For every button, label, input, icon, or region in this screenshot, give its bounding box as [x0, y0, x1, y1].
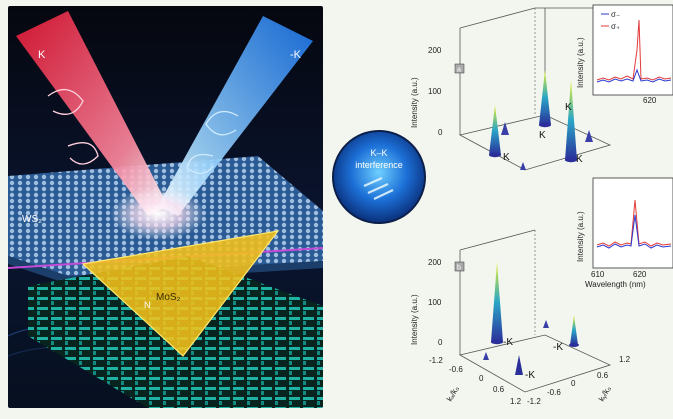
inset-bottom-x-tick: 620 — [633, 270, 647, 279]
inset-top-legend: σ₋ — [611, 10, 620, 19]
interference-title-line1: K–K — [370, 148, 387, 158]
plot-top-peak-label: K — [503, 152, 510, 163]
plot-top: a 200 100 0 Intensity (a.u.) K K K K — [410, 7, 673, 171]
plot-bottom-y-tick: 1.2 — [619, 355, 631, 364]
plot-top-panel-label: a — [457, 67, 461, 74]
plot-bottom: b 200 100 0 Intensity (a.u.) -K -K -K -1… — [410, 229, 631, 406]
peak-plots: a 200 100 0 Intensity (a.u.) K K K K — [405, 0, 673, 414]
inset-top-y-label: Intensity (a.u.) — [576, 37, 585, 88]
inset-bottom-y-label: Intensity (a.u.) — [576, 211, 585, 262]
plot-bottom-z-tick: 100 — [428, 298, 442, 307]
plot-bottom-y-axis-label: kᵧ/k₀ — [597, 385, 613, 403]
plot-top-z-tick: 100 — [428, 87, 442, 96]
layer-mid-label: MoS₂ — [156, 292, 181, 303]
schematic-illustration: K -K WS₂ MoS₂ N — [8, 6, 323, 408]
plot-bottom-x-tick: 1.2 — [510, 397, 522, 406]
plot-top-peak-label: K — [565, 102, 572, 113]
plot-bottom-x-tick: 0.6 — [493, 385, 505, 394]
plot-bottom-x-axis-label: kₓ/k₀ — [445, 384, 461, 403]
beam-right-label: -K — [290, 49, 302, 61]
plot-bottom-peak-label: -K — [553, 342, 563, 353]
inset-top: σ₋ σ₊ Intensity (a.u.) 620 — [576, 4, 673, 105]
plot-top-z-tick: 200 — [428, 46, 442, 55]
inset-bottom-x-tick: 610 — [591, 270, 605, 279]
plot-bottom-y-tick: 0.6 — [597, 371, 609, 380]
layer-bottom-label: N — [144, 300, 151, 310]
inset-bottom-x-label: Wavelength (nm) — [585, 280, 646, 289]
plot-bottom-z-tick: 0 — [438, 338, 443, 347]
interference-title-line2: interference — [355, 160, 403, 170]
plot-bottom-peak-label: -K — [503, 337, 513, 348]
inset-bottom: Intensity (a.u.) 610 620 Wavelength (nm) — [576, 177, 673, 289]
layer-top-label: WS₂ — [22, 214, 42, 225]
plot-top-z-tick: 0 — [438, 128, 443, 137]
plot-top-z-axis-label: Intensity (a.u.) — [410, 77, 419, 128]
plot-bottom-x-tick: -1.2 — [429, 356, 443, 365]
inset-top-legend: σ₊ — [611, 22, 620, 31]
plot-bottom-peak-label: -K — [525, 370, 535, 381]
plot-top-peak-label: K — [576, 154, 583, 165]
plot-bottom-y-tick: -1.2 — [527, 397, 541, 406]
plot-bottom-x-tick: 0 — [479, 374, 484, 383]
plot-bottom-z-tick: 200 — [428, 258, 442, 267]
plot-bottom-x-tick: -0.6 — [449, 365, 463, 374]
plot-bottom-y-tick: -0.6 — [547, 388, 561, 397]
inset-top-x-tick: 620 — [643, 96, 657, 105]
plot-bottom-y-tick: 0 — [571, 379, 576, 388]
beam-left-label: K — [38, 49, 46, 61]
plot-top-peak-label: K — [539, 130, 546, 141]
interference-disc: K–K interference — [330, 128, 428, 226]
plot-bottom-z-axis-label: Intensity (a.u.) — [410, 294, 419, 345]
plot-bottom-panel-label: b — [457, 265, 461, 272]
